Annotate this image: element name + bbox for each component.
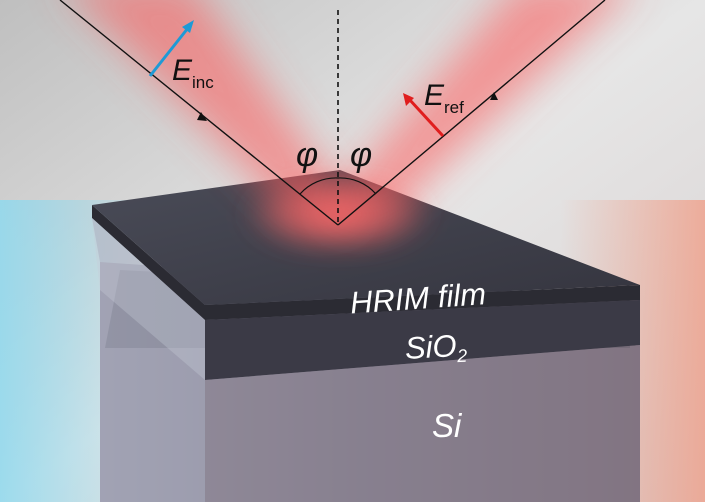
incident-ray	[59, 0, 339, 226]
beam-spot	[243, 177, 433, 253]
oxide-front-face	[205, 300, 640, 380]
si-front-face	[205, 345, 640, 502]
slab-left-face	[92, 218, 205, 502]
incident-field-arrowhead	[182, 20, 194, 33]
substrate-layer-label: Si	[432, 407, 463, 444]
angle-arc-left	[299, 177, 339, 195]
oxide-left-face	[92, 218, 205, 380]
reflected-beam	[320, 0, 619, 225]
reflected-ray-arrowhead	[490, 92, 498, 100]
incident-beam	[79, 0, 360, 225]
angle-label-right: φ	[350, 136, 372, 174]
reflected-field-label: Eref	[424, 79, 464, 117]
incident-ray-arrowhead	[197, 112, 207, 121]
incident-field-arrow	[148, 27, 190, 77]
reflected-field-arrowhead	[403, 93, 414, 106]
angle-label-left: φ	[296, 136, 318, 174]
reflected-field-arrow	[407, 97, 445, 138]
reflected-ray	[337, 0, 606, 226]
oxide-layer-label: SiO2	[404, 328, 468, 369]
angle-arc-right	[337, 177, 377, 195]
incident-field-label: Einc	[172, 54, 214, 92]
